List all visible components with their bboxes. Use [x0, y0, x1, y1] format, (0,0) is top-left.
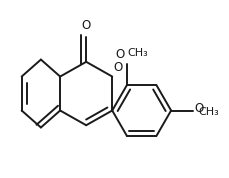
- Text: CH₃: CH₃: [198, 107, 219, 117]
- Text: CH₃: CH₃: [127, 48, 148, 58]
- Text: O: O: [113, 61, 123, 74]
- Text: O: O: [81, 19, 90, 32]
- Text: O: O: [194, 102, 204, 115]
- Text: O: O: [115, 48, 125, 61]
